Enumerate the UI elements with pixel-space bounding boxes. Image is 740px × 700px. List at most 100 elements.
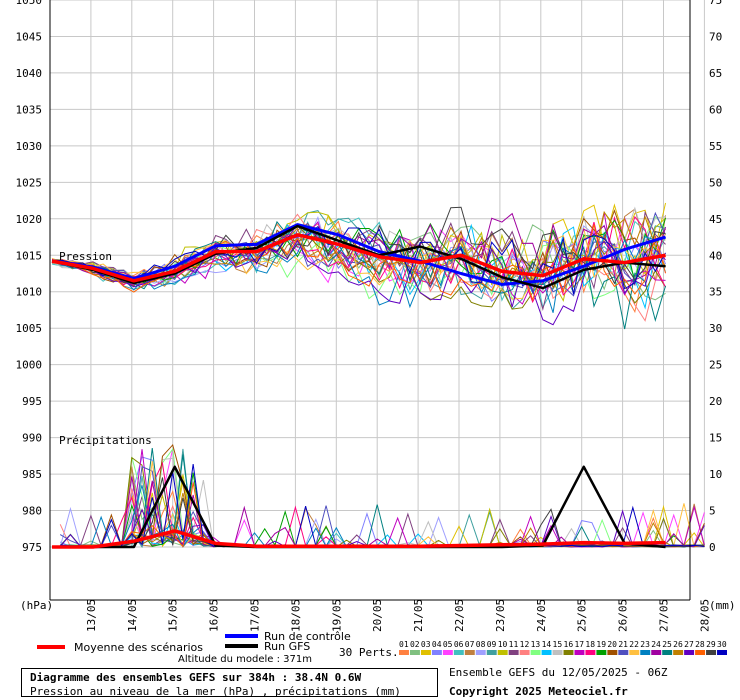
right-tick-label: 55 [709,140,722,153]
perturbation-color-swatch [717,650,727,655]
perturbation-color-swatch [585,650,596,655]
perturbation-id: 15 [553,640,563,649]
perturbation-id: 03 [421,640,431,649]
perturbation-pressure-line [51,224,667,302]
date-tick-label: 14/05 [126,599,139,632]
control-pressure-line [51,223,666,286]
left-axis-unit: (hPa) [20,599,53,612]
perturbation-pressure-line [51,229,666,313]
chart-title: Diagramme des ensembles GEFS sur 384h : … [30,671,362,684]
perturbation-color-swatch [431,650,442,655]
perturbation-color-swatch [497,650,508,655]
perturbation-color-swatch [475,650,486,655]
right-tick-label: 65 [709,67,722,80]
left-tick-label: 1020 [16,213,43,226]
perturbation-color-swatch [640,650,651,655]
left-tick-label: 1015 [16,249,43,262]
perturbation-color-swatch [399,650,409,655]
chart-legend: Moyenne des scénarios Run de contrôleRun … [37,630,727,659]
legend-perts-label: 30 Perts. [339,646,399,659]
left-tick-label: 985 [22,468,42,481]
left-tick-label: 995 [22,395,42,408]
right-tick-label: 45 [709,213,722,226]
right-tick-label: 0 [709,541,716,554]
date-tick-label: 16/05 [208,599,221,632]
perturbation-color-swatch [563,650,574,655]
right-tick-label: 60 [709,103,722,116]
perturbation-id: 05 [443,640,453,649]
date-tick-label: 23/05 [494,599,507,632]
perturbation-color-swatch [684,650,695,655]
perturbation-id: 29 [706,640,716,649]
perturbation-color-swatch [651,650,662,655]
right-tick-label: 75 [709,0,722,7]
right-tick-label: 15 [709,432,722,445]
perturbation-id: 28 [695,640,705,649]
perturbation-color-swatch [618,650,629,655]
left-tick-label: 1025 [16,176,43,189]
perturbation-color-swatch [673,650,684,655]
legend-control-label: Run de contrôle [264,630,351,643]
right-tick-label: 10 [709,468,722,481]
perturbation-color-swatch [695,650,706,655]
ensemble-run-label: Ensemble GEFS du 12/05/2025 - 06Z [449,666,668,679]
right-tick-label: 20 [709,395,722,408]
date-tick-label: 25/05 [576,599,589,632]
perturbation-color-swatch [420,650,431,655]
right-tick-label: 40 [709,249,722,262]
main-series [51,223,666,549]
right-tick-label: 50 [709,176,722,189]
left-tick-label: 1050 [16,0,43,7]
left-tick-label: 1030 [16,140,43,153]
perturbation-id: 30 [717,640,727,649]
perturbation-color-swatch [706,650,717,655]
perturbation-id: 24 [651,640,661,649]
copyright-text: Copyright 2025 Meteociel.fr [449,685,628,698]
date-tick-label: 24/05 [535,599,548,632]
perturbation-color-swatch [662,650,673,655]
perturbation-id: 19 [596,640,606,649]
perturbation-id: 07 [465,640,475,649]
left-tick-label: 1040 [16,67,43,80]
date-tick-label: 21/05 [412,599,425,632]
perturbation-id: 04 [432,640,442,649]
perturbation-pressure-line [51,216,666,289]
perturbation-id: 23 [640,640,650,649]
perturbation-id: 08 [476,640,486,649]
left-tick-label: 1000 [16,359,43,372]
perturbation-id: 06 [454,640,464,649]
left-tick-label: 1010 [16,286,43,299]
mean-pressure-line [51,233,666,283]
perturbation-color-swatch [464,650,475,655]
perturbation-id: 12 [520,640,530,649]
right-tick-label: 30 [709,322,722,335]
left-tick-label: 990 [22,432,42,445]
perturbation-id: 16 [564,640,574,649]
perturbation-id: 14 [542,640,552,649]
perturbation-color-swatch [453,650,464,655]
perturbation-color-swatch [596,650,607,655]
mean-precip-line [52,529,666,549]
date-tick-label: 28/05 [698,599,711,632]
gfs-pressure-line [51,224,666,290]
model-altitude: Altitude du modele : 371m [178,654,312,665]
date-tick-label: 13/05 [85,599,98,632]
date-tick-label: 20/05 [371,599,384,632]
perturbation-id: 09 [487,640,497,649]
right-tick-label: 70 [709,30,722,43]
perturbation-id: 11 [509,640,519,649]
left-tick-label: 1005 [16,322,43,335]
perturbation-color-swatch [607,650,618,655]
left-tick-label: 975 [22,541,42,554]
perturbation-id: 17 [574,640,584,649]
pressure-panel-label: Pression [59,250,112,263]
perturbation-pressure-line [52,225,666,295]
legend-gfs-label: Run GFS [264,640,310,653]
perturbation-id: 18 [585,640,595,649]
date-tick-label: 17/05 [249,599,262,632]
legend-mean-label: Moyenne des scénarios [74,641,203,654]
date-tick-label: 19/05 [330,599,343,632]
date-tick-label: 18/05 [289,599,302,632]
